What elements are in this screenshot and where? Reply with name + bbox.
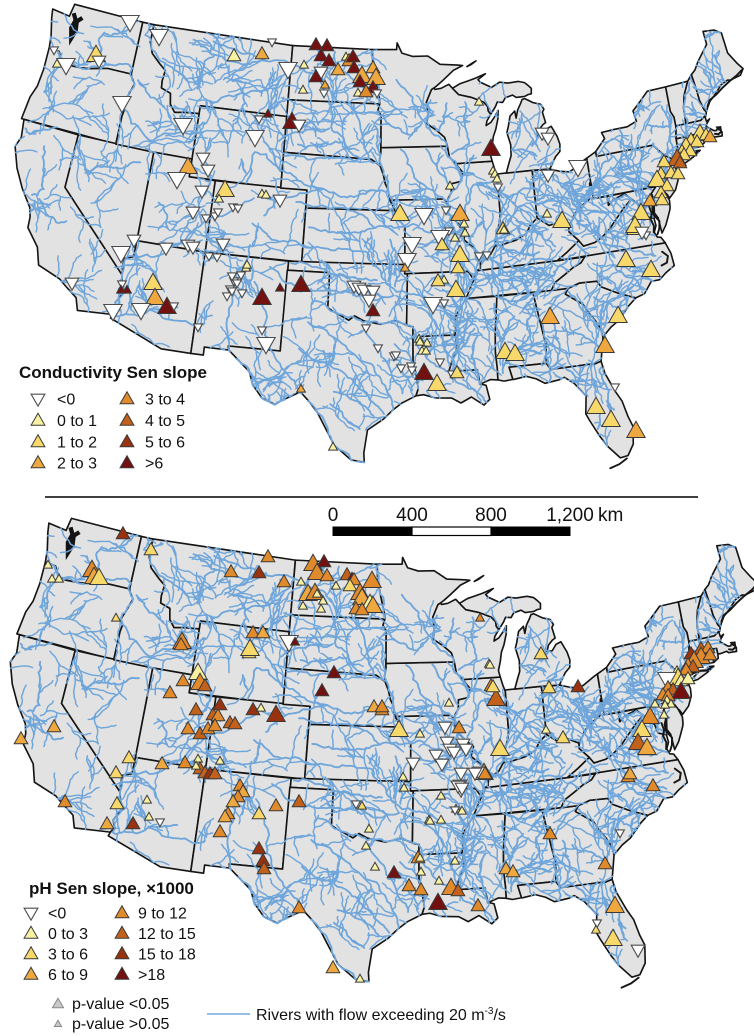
svg-text:400: 400 xyxy=(396,505,428,526)
svg-text:pH Sen slope, ×1000: pH Sen slope, ×1000 xyxy=(29,879,194,898)
svg-text:>18: >18 xyxy=(138,967,165,984)
svg-text:4 to 5: 4 to 5 xyxy=(145,413,185,430)
svg-text:6 to 9: 6 to 9 xyxy=(48,967,88,984)
svg-text:2 to 3: 2 to 3 xyxy=(57,456,97,473)
svg-text:15 to 18: 15 to 18 xyxy=(138,947,196,964)
svg-text:Conductivity Sen slope: Conductivity Sen slope xyxy=(19,363,207,382)
svg-text:3 to 6: 3 to 6 xyxy=(48,947,88,964)
svg-text:0 to 3: 0 to 3 xyxy=(48,926,88,943)
svg-text:>6: >6 xyxy=(145,456,163,473)
svg-text:Rivers with flow exceeding 20: Rivers with flow exceeding 20 m-3/s xyxy=(256,1006,506,1024)
svg-text:p-value >0.05: p-value >0.05 xyxy=(72,1016,170,1033)
svg-text:9 to 12: 9 to 12 xyxy=(138,906,187,923)
svg-text:0: 0 xyxy=(328,505,339,526)
svg-text:1 to 2: 1 to 2 xyxy=(57,435,97,452)
svg-text:0 to 1: 0 to 1 xyxy=(57,413,97,430)
svg-text:12 to 15: 12 to 15 xyxy=(138,926,196,943)
svg-text:3 to 4: 3 to 4 xyxy=(145,392,185,409)
svg-text:<0: <0 xyxy=(57,392,75,409)
svg-text:800: 800 xyxy=(475,505,507,526)
svg-text:km: km xyxy=(598,505,623,526)
svg-text:<0: <0 xyxy=(48,906,66,923)
svg-text:p-value <0.05: p-value <0.05 xyxy=(72,996,170,1013)
svg-text:1,200: 1,200 xyxy=(546,505,594,526)
svg-text:5 to 6: 5 to 6 xyxy=(145,435,185,452)
